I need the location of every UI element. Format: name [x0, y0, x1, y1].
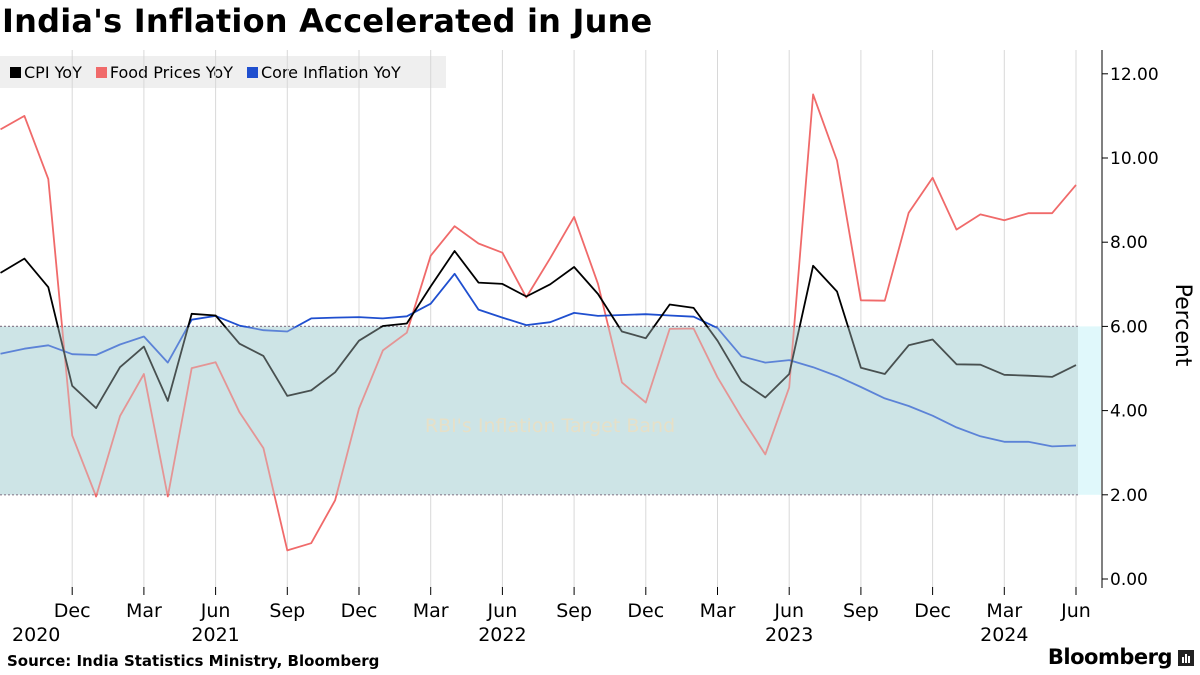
x-tick-label-2: Jun — [200, 600, 231, 622]
legend-label-food: Food Prices YoY — [109, 62, 233, 82]
legend-swatch-food — [95, 66, 107, 78]
x-tick-label-0: Dec — [54, 600, 91, 622]
y-tick-label-6: 12.00 — [1110, 65, 1159, 85]
bloomberg-terminal-icon — [1178, 650, 1194, 666]
x-tick-label-1: Mar — [126, 600, 162, 622]
x-tick-label-11: Sep — [843, 600, 879, 622]
x-tick-label-10: Jun — [773, 600, 804, 622]
x-tick-label-6: Jun — [487, 600, 518, 622]
x-year-label-10: 2023 — [765, 624, 813, 646]
legend-swatch-cpi — [10, 66, 21, 78]
series-line-food — [0, 93, 1077, 552]
x-tick-label-8: Dec — [627, 600, 664, 622]
legend: CPI YoY Food Prices YoY Core Inflation Y… — [0, 56, 446, 88]
x-year-label-13: 2024 — [980, 624, 1028, 646]
legend-item-core: Core Inflation YoY — [246, 62, 401, 82]
y-tick-label-2: 4.00 — [1110, 402, 1148, 422]
legend-label-cpi: CPI YoY — [24, 62, 82, 82]
x-year-label-0: 2020 — [12, 624, 60, 646]
chart-title: India's Inflation Accelerated in June — [2, 2, 653, 40]
series-line-core — [0, 272, 1077, 448]
x-tick-label-3: Sep — [269, 600, 305, 622]
y-tick-label-5: 10.00 — [1110, 149, 1159, 169]
x-year-label-2: 2021 — [191, 624, 239, 646]
y-tick-label-3: 6.00 — [1110, 317, 1148, 337]
legend-swatch-core — [246, 66, 258, 78]
x-tick-label-5: Mar — [413, 600, 449, 622]
series-line-cpi — [0, 250, 1077, 410]
y-tick-label-1: 2.00 — [1110, 486, 1148, 506]
legend-item-food: Food Prices YoY — [95, 62, 233, 82]
source-note: Source: India Statistics Ministry, Bloom… — [7, 652, 380, 670]
x-year-label-6: 2022 — [478, 624, 526, 646]
y-tick-label-4: 8.00 — [1110, 233, 1148, 253]
legend-item-cpi: CPI YoY — [10, 63, 82, 82]
target-band-edge — [1078, 326, 1101, 495]
x-tick-label-9: Mar — [700, 600, 736, 622]
x-tick-label-4: Dec — [341, 600, 378, 622]
band-label: RBI's Inflation Target Band — [425, 415, 675, 437]
brand-name: Bloomberg — [1047, 645, 1173, 669]
legend-label-core: Core Inflation YoY — [260, 62, 401, 82]
x-tick-label-12: Dec — [914, 600, 951, 622]
target-band-overlay — [0, 327, 1078, 494]
x-tick-label-7: Sep — [556, 600, 592, 622]
y-axis-label: Percent — [1170, 284, 1195, 367]
y-tick-label-0: 0.00 — [1110, 570, 1148, 590]
bloomberg-logo: Bloomberg — [1048, 645, 1194, 669]
x-tick-label-14: Jun — [1060, 600, 1091, 622]
x-tick-label-13: Mar — [986, 600, 1022, 622]
